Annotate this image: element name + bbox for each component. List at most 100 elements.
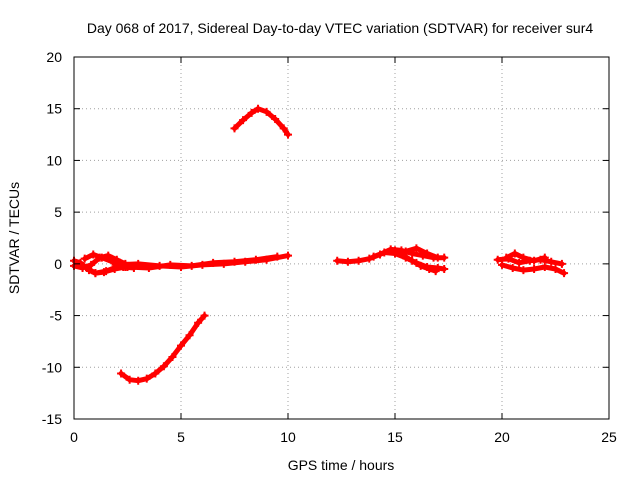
data-point-marker bbox=[440, 265, 449, 274]
chart-title: Day 068 of 2017, Sidereal Day-to-day VTE… bbox=[87, 20, 593, 36]
data-point-marker bbox=[262, 107, 271, 116]
data-point-marker bbox=[97, 253, 106, 262]
x-axis-label: GPS time / hours bbox=[288, 457, 395, 473]
data-point-marker bbox=[502, 253, 511, 262]
data-point-marker bbox=[123, 262, 132, 271]
data-point-marker bbox=[112, 260, 121, 269]
data-point-marker bbox=[159, 362, 168, 371]
data-point-marker bbox=[515, 258, 524, 267]
y-tick-label: 20 bbox=[46, 49, 62, 65]
data-point-marker bbox=[431, 267, 440, 276]
y-tick-label: 15 bbox=[46, 101, 62, 117]
data-point-marker bbox=[380, 248, 389, 257]
data-point-marker bbox=[254, 104, 263, 113]
data-point-marker bbox=[508, 263, 517, 272]
data-arc-arc-11 bbox=[391, 246, 440, 276]
data-point-marker bbox=[560, 269, 569, 278]
data-point-marker bbox=[333, 256, 342, 265]
y-axis-label: SDTVAR / TECUs bbox=[6, 182, 22, 294]
data-point-marker bbox=[89, 250, 98, 259]
data-point-marker bbox=[84, 266, 93, 275]
data-point-marker bbox=[251, 255, 260, 264]
data-arc-arc-8 bbox=[230, 104, 292, 139]
data-point-marker bbox=[343, 257, 352, 266]
data-point-marker bbox=[423, 249, 432, 258]
y-tick-label: -10 bbox=[42, 359, 62, 375]
data-point-marker bbox=[530, 256, 539, 265]
data-arc-arc-14 bbox=[498, 260, 569, 278]
data-point-marker bbox=[125, 375, 134, 384]
data-arc-line bbox=[232, 106, 291, 138]
data-arc-arc-7 bbox=[117, 311, 209, 385]
data-point-marker bbox=[99, 268, 108, 277]
data-point-marker bbox=[78, 263, 87, 272]
data-point-marker bbox=[530, 265, 539, 274]
data-point-marker bbox=[547, 257, 556, 266]
data-arc-arc-15 bbox=[502, 249, 549, 265]
data-point-marker bbox=[185, 331, 194, 340]
plot-frame bbox=[73, 56, 610, 420]
data-arc-line bbox=[403, 245, 441, 261]
data-point-marker bbox=[134, 376, 143, 385]
data-point-marker bbox=[493, 255, 502, 264]
data-point-marker bbox=[200, 311, 209, 320]
data-point-marker bbox=[408, 256, 417, 265]
data-point-marker bbox=[117, 369, 126, 378]
data-point-marker bbox=[87, 260, 96, 269]
data-point-marker bbox=[433, 253, 442, 262]
data-point-marker bbox=[168, 352, 177, 361]
data-arc-arc-6 bbox=[123, 252, 282, 272]
data-point-marker bbox=[144, 263, 153, 272]
axis-ticks: 0 5 10 15 20 25 -15 -10 -5 0 5 10 15 20 bbox=[42, 49, 617, 445]
data-point-marker bbox=[247, 108, 256, 117]
data-point-marker bbox=[284, 130, 292, 139]
data-point-marker bbox=[209, 258, 218, 267]
data-point-marker bbox=[187, 261, 196, 270]
data-point-marker bbox=[425, 265, 434, 274]
data-point-marker bbox=[279, 124, 288, 133]
data-arc-arc-12 bbox=[401, 244, 442, 262]
data-point-marker bbox=[177, 341, 185, 350]
data-point-marker bbox=[80, 254, 89, 263]
data-point-marker bbox=[230, 124, 239, 133]
data-point-marker bbox=[91, 269, 100, 278]
data-point-marker bbox=[271, 115, 280, 124]
data-point-marker bbox=[166, 260, 175, 269]
data-point-marker bbox=[399, 251, 408, 260]
x-tick-label: 25 bbox=[601, 429, 617, 445]
data-point-marker bbox=[110, 265, 119, 274]
data-point-marker bbox=[519, 266, 528, 275]
data-point-marker bbox=[273, 252, 282, 261]
data-point-marker bbox=[540, 262, 549, 271]
x-tick-label: 5 bbox=[177, 429, 185, 445]
x-tick-label: 15 bbox=[387, 429, 403, 445]
data-point-marker bbox=[230, 257, 239, 266]
data-point-marker bbox=[391, 246, 399, 255]
x-tick-label: 20 bbox=[494, 429, 510, 445]
data-point-marker bbox=[365, 254, 374, 263]
data-point-marker bbox=[498, 260, 506, 269]
grid-lines bbox=[74, 57, 609, 419]
x-tick-label: 0 bbox=[70, 429, 78, 445]
data-point-marker bbox=[142, 374, 151, 383]
data-point-marker bbox=[369, 252, 378, 261]
y-tick-label: 5 bbox=[54, 204, 62, 220]
x-tick-label: 10 bbox=[280, 429, 296, 445]
y-tick-label: -15 bbox=[42, 411, 62, 427]
data-point-marker bbox=[551, 265, 560, 274]
data-point-marker bbox=[401, 247, 410, 256]
y-tick-label: -5 bbox=[50, 308, 63, 324]
data-point-marker bbox=[354, 256, 363, 265]
y-tick-label: 10 bbox=[46, 152, 62, 168]
data-point-marker bbox=[416, 261, 425, 270]
data-point-marker bbox=[239, 116, 248, 125]
data-point-marker bbox=[540, 253, 549, 262]
data-point-marker bbox=[412, 244, 421, 253]
data-point-marker bbox=[151, 369, 160, 378]
data-point-marker bbox=[284, 251, 292, 260]
data-point-marker bbox=[108, 257, 117, 266]
data-series bbox=[70, 104, 569, 385]
data-point-marker bbox=[519, 253, 528, 262]
